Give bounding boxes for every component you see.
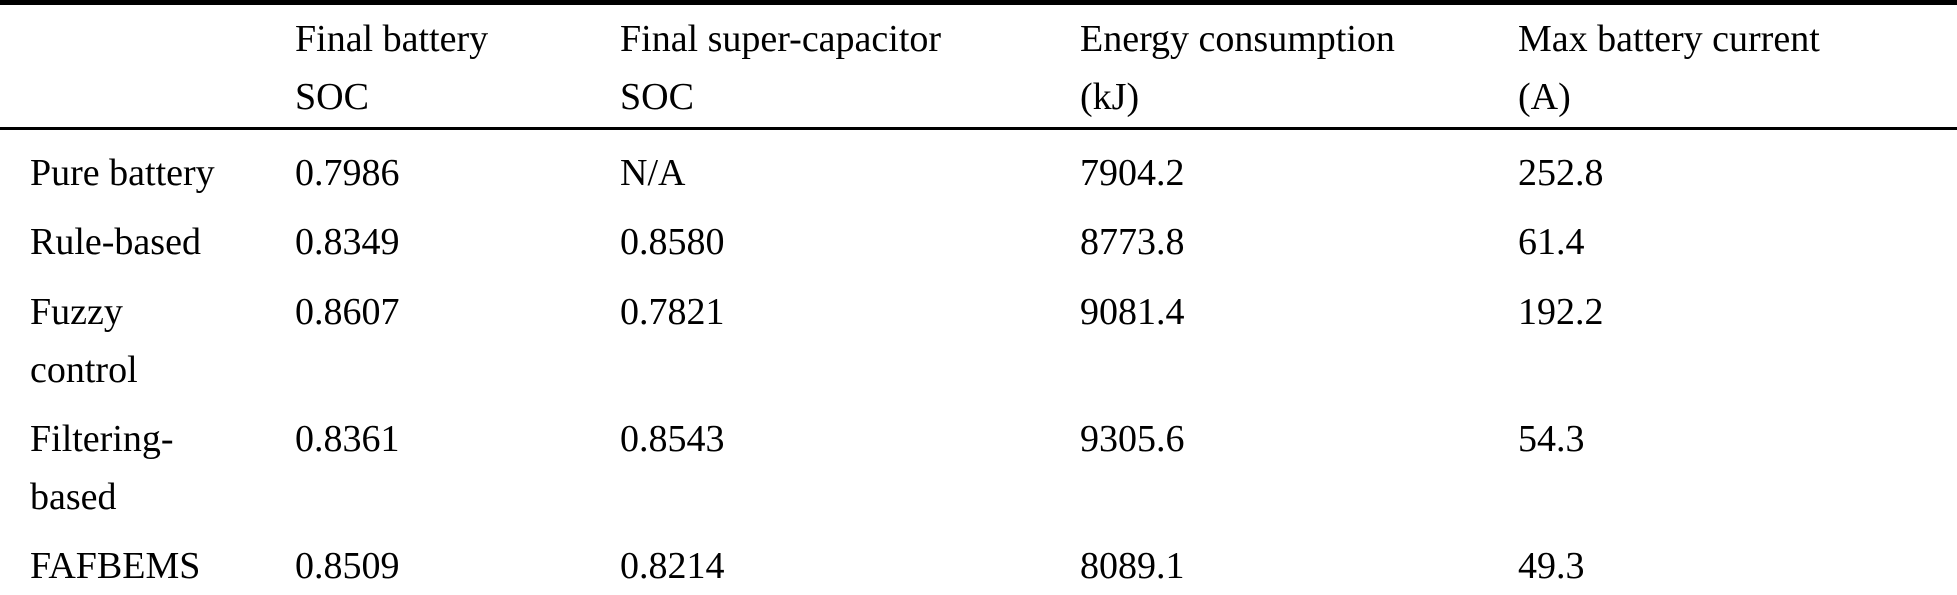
cell-final-battery-soc: 0.8607 [295,291,400,333]
table-row-pure-battery: Pure battery 0.7986 N/A 7904.2 252.8 [0,129,1957,203]
row-label-line: control [30,349,138,391]
cell-max-battery-current: 49.3 [1518,545,1585,587]
row-label: Filtering- based [0,399,295,526]
column-header-energy-consumption: Energy consumption (kJ) [1080,2,1518,130]
cell-final-battery-soc: 0.8349 [295,221,400,263]
table-row-filtering-based: Filtering- based 0.8361 0.8543 9305.6 54… [0,399,1957,526]
cell-energy-consumption: 8773.8 [1080,221,1185,263]
header-row: Final battery SOC Final super-capacitor … [0,2,1957,130]
header-line: SOC [295,76,369,118]
header-line: Max battery current [1518,18,1820,60]
cell-max-battery-current: 54.3 [1518,418,1585,460]
row-label: Fuzzy control [0,272,295,399]
cell-final-battery-soc: 0.8509 [295,545,400,587]
cell-energy-consumption: 7904.2 [1080,152,1185,194]
row-label-line: Filtering- [30,418,174,460]
cell-final-supercap-soc: 0.8543 [620,418,725,460]
header-line: SOC [620,76,694,118]
row-label-line: Pure battery [30,152,215,194]
cell-max-battery-current: 61.4 [1518,221,1585,263]
row-label-line: Rule-based [30,221,201,263]
cell-final-supercap-soc: 0.8580 [620,221,725,263]
cell-final-supercap-soc: 0.7821 [620,291,725,333]
row-label: Rule-based [0,202,295,272]
cell-max-battery-current: 192.2 [1518,291,1604,333]
column-header-final-supercap-soc: Final super-capacitor SOC [620,2,1080,130]
column-header-blank [0,2,295,130]
table-row-fuzzy-control: Fuzzy control 0.8607 0.7821 9081.4 192.2 [0,272,1957,399]
cell-max-battery-current: 252.8 [1518,152,1604,194]
cell-final-battery-soc: 0.8361 [295,418,400,460]
header-line: Final battery [295,18,489,60]
cell-final-supercap-soc: N/A [620,152,686,194]
table-header: Final battery SOC Final super-capacitor … [0,2,1957,130]
column-header-max-battery-current: Max battery current (A) [1518,2,1957,130]
cell-energy-consumption: 9081.4 [1080,291,1185,333]
row-label: Pure battery [0,129,295,203]
header-line: Energy consumption [1080,18,1395,60]
row-label-line: Fuzzy [30,291,123,333]
cell-energy-consumption: 9305.6 [1080,418,1185,460]
table-row-fafbems: FAFBEMS 0.8509 0.8214 8089.1 49.3 [0,526,1957,595]
header-line: Final super-capacitor [620,18,942,60]
row-label-line: FAFBEMS [30,545,201,587]
table-body: Pure battery 0.7986 N/A 7904.2 252.8 Rul… [0,129,1957,595]
header-line: (kJ) [1080,76,1140,118]
cell-energy-consumption: 8089.1 [1080,545,1185,587]
row-label: FAFBEMS [0,526,295,595]
table-row-rule-based: Rule-based 0.8349 0.8580 8773.8 61.4 [0,202,1957,272]
row-label-line: based [30,476,117,518]
cell-final-battery-soc: 0.7986 [295,152,400,194]
header-line: (A) [1518,76,1571,118]
column-header-final-battery-soc: Final battery SOC [295,2,620,130]
cell-final-supercap-soc: 0.8214 [620,545,725,587]
